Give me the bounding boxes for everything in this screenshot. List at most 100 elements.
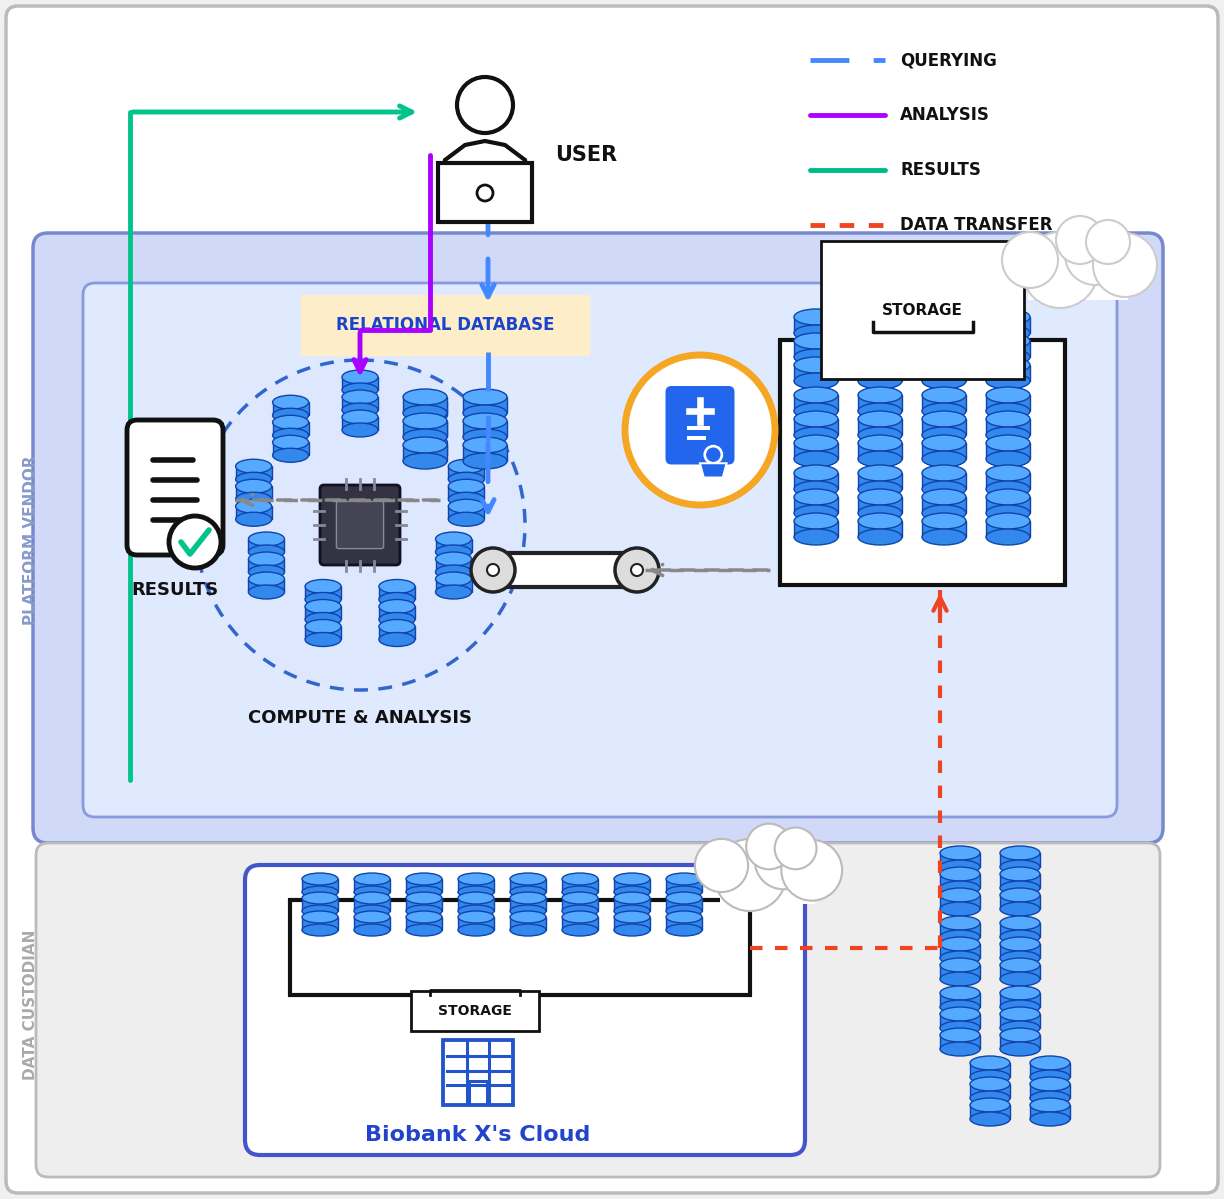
Polygon shape	[439, 141, 530, 189]
Ellipse shape	[302, 905, 338, 917]
Bar	[273, 442, 308, 456]
Ellipse shape	[794, 451, 838, 466]
Bar	[858, 317, 902, 333]
Ellipse shape	[922, 481, 966, 498]
Text: DATA CUSTODIAN: DATA CUSTODIAN	[22, 929, 38, 1080]
Ellipse shape	[302, 924, 338, 936]
Ellipse shape	[1000, 972, 1040, 986]
Bar	[1000, 923, 1040, 936]
Ellipse shape	[858, 387, 902, 403]
Circle shape	[632, 564, 643, 576]
Bar	[354, 898, 390, 911]
Bar	[436, 579, 471, 592]
Ellipse shape	[794, 403, 838, 418]
Ellipse shape	[922, 435, 966, 451]
Ellipse shape	[794, 489, 838, 505]
Bar	[341, 376, 378, 390]
Ellipse shape	[463, 412, 507, 429]
Ellipse shape	[940, 902, 980, 916]
Bar	[458, 917, 494, 930]
Bar	[922, 472, 966, 489]
Bar	[940, 894, 980, 909]
Bar	[940, 874, 980, 888]
Ellipse shape	[1000, 1000, 1040, 1014]
FancyBboxPatch shape	[127, 420, 223, 555]
Ellipse shape	[922, 505, 966, 522]
Ellipse shape	[458, 892, 494, 904]
Ellipse shape	[922, 451, 966, 466]
Text: Biobank X's Cloud: Biobank X's Cloud	[365, 1125, 591, 1145]
Ellipse shape	[305, 592, 341, 607]
Ellipse shape	[614, 873, 650, 885]
Ellipse shape	[458, 911, 494, 923]
Ellipse shape	[940, 1022, 980, 1035]
Ellipse shape	[922, 403, 966, 418]
Ellipse shape	[858, 465, 902, 481]
Bar	[858, 498, 902, 513]
Circle shape	[705, 446, 722, 463]
Ellipse shape	[1000, 958, 1040, 972]
FancyBboxPatch shape	[438, 163, 532, 222]
Ellipse shape	[987, 403, 1031, 418]
Bar	[940, 852, 980, 867]
Ellipse shape	[406, 892, 442, 904]
Bar	[922, 341, 966, 357]
Ellipse shape	[858, 403, 902, 418]
Text: COMPUTE & ANALYSIS: COMPUTE & ANALYSIS	[248, 709, 472, 727]
Ellipse shape	[614, 924, 650, 936]
Circle shape	[457, 77, 513, 133]
Ellipse shape	[1000, 860, 1040, 874]
Bar	[403, 397, 447, 412]
Circle shape	[1056, 216, 1104, 264]
Bar	[305, 607, 341, 620]
FancyBboxPatch shape	[482, 553, 647, 588]
Ellipse shape	[236, 512, 272, 526]
Ellipse shape	[940, 936, 980, 951]
Circle shape	[781, 839, 842, 900]
Ellipse shape	[794, 373, 838, 388]
Bar	[614, 917, 650, 930]
Bar	[794, 364, 838, 381]
Ellipse shape	[411, 409, 448, 422]
Ellipse shape	[922, 529, 966, 546]
Ellipse shape	[987, 513, 1031, 529]
Ellipse shape	[987, 411, 1031, 427]
Ellipse shape	[302, 886, 338, 898]
Ellipse shape	[858, 489, 902, 505]
Ellipse shape	[248, 585, 284, 600]
Bar	[666, 898, 703, 911]
Ellipse shape	[341, 370, 378, 384]
Bar	[248, 540, 284, 552]
Ellipse shape	[987, 309, 1031, 325]
Bar	[1000, 965, 1040, 980]
Text: RELATIONAL DATABASE: RELATIONAL DATABASE	[335, 317, 554, 335]
Text: DATA TRANSFER: DATA TRANSFER	[900, 216, 1053, 234]
Bar	[1000, 894, 1040, 909]
FancyBboxPatch shape	[666, 386, 734, 464]
FancyBboxPatch shape	[319, 486, 400, 565]
Circle shape	[1002, 231, 1058, 288]
Bar	[794, 418, 838, 435]
Ellipse shape	[411, 415, 448, 429]
Ellipse shape	[436, 585, 471, 600]
Bar	[290, 900, 750, 995]
Ellipse shape	[940, 986, 980, 1000]
Ellipse shape	[1000, 846, 1040, 860]
Bar	[794, 394, 838, 411]
Ellipse shape	[1000, 930, 1040, 944]
Bar	[305, 627, 341, 639]
Bar	[354, 879, 390, 892]
Ellipse shape	[458, 924, 494, 936]
Ellipse shape	[858, 309, 902, 325]
Ellipse shape	[248, 552, 284, 566]
Ellipse shape	[1000, 888, 1040, 902]
Ellipse shape	[922, 411, 966, 427]
Ellipse shape	[940, 846, 980, 860]
Bar	[922, 418, 966, 435]
Ellipse shape	[1000, 1007, 1040, 1022]
Bar	[987, 341, 1031, 357]
Bar	[987, 394, 1031, 411]
Ellipse shape	[463, 429, 507, 445]
Ellipse shape	[666, 911, 703, 923]
Ellipse shape	[940, 860, 980, 874]
